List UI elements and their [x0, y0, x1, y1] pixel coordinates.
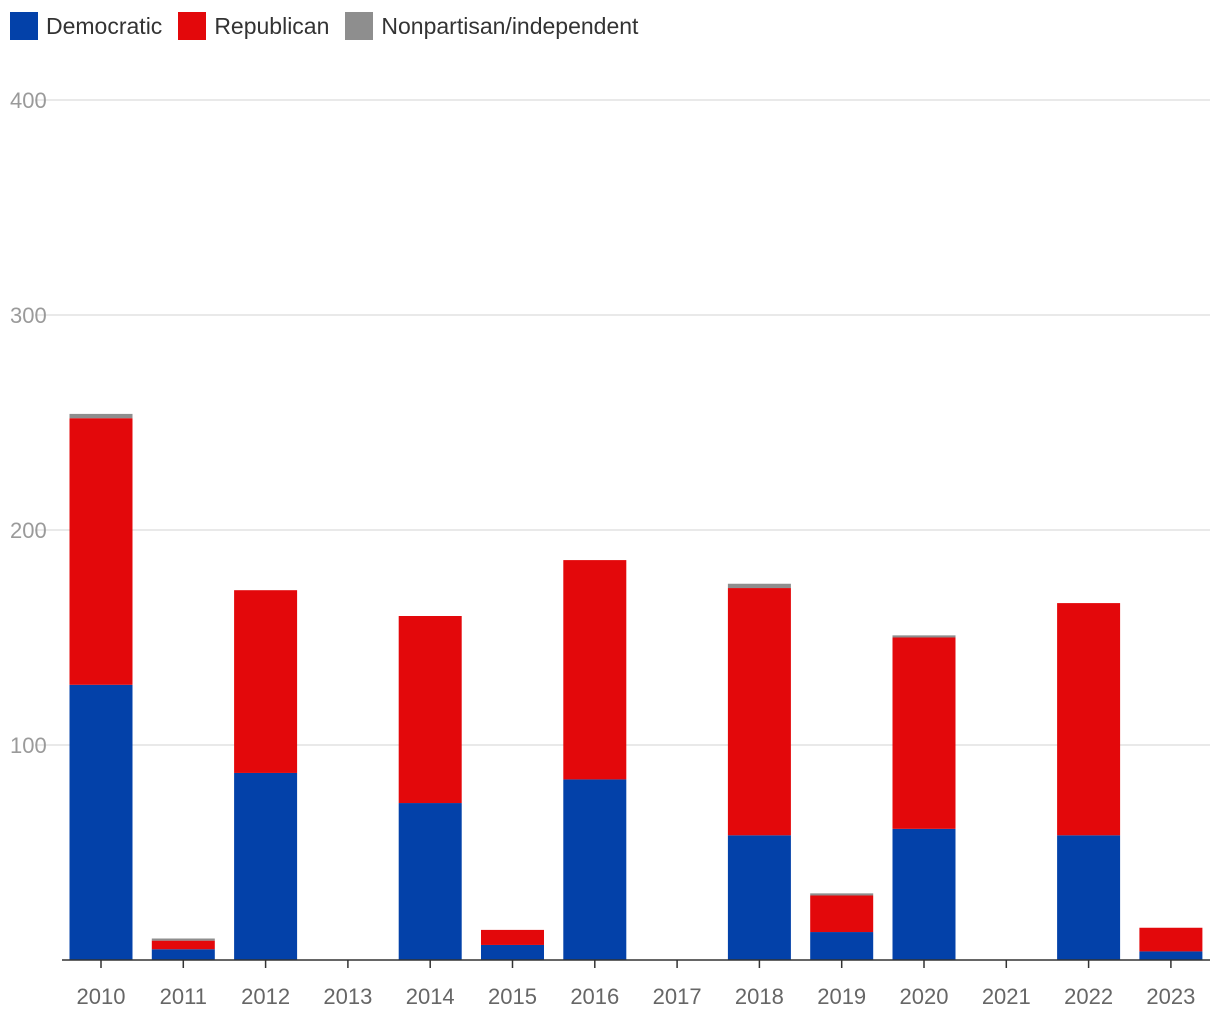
bar-2018-democratic	[727, 835, 791, 960]
x-tick-label-2016: 2016	[570, 984, 619, 1009]
gridlines: 100 200 300 400	[10, 88, 1210, 758]
legend-item-democratic: Democratic	[10, 12, 162, 40]
bars	[69, 413, 1203, 960]
bar-2023-democratic	[1139, 951, 1203, 960]
legend: Democratic Republican Nonpartisan/indepe…	[10, 10, 654, 42]
legend-item-republican: Republican	[178, 12, 329, 40]
y-tick-label-100: 100	[10, 733, 47, 758]
y-tick-label-300: 300	[10, 303, 47, 328]
y-tick-label-400: 400	[10, 88, 47, 113]
bar-2015-republican	[481, 929, 544, 945]
x-tick-label-2015: 2015	[488, 984, 537, 1009]
bar-2019-nonpartisan-independent	[810, 893, 874, 896]
bar-2010-democratic	[69, 684, 133, 960]
bar-2012-democratic	[234, 772, 298, 960]
legend-item-nonpartisan: Nonpartisan/independent	[345, 12, 638, 40]
x-tick-label-2014: 2014	[406, 984, 455, 1009]
bar-2012-republican	[234, 590, 298, 773]
bar-2016-democratic	[563, 779, 627, 960]
x-axis: 2010 2011 2012 2013 2014 2015 2016 2017 2018 2019…	[62, 959, 1210, 1009]
bar-2020-nonpartisan-independent	[892, 635, 956, 638]
x-tick-label-2010: 2010	[77, 984, 126, 1009]
x-tick-label-2013: 2013	[323, 984, 372, 1009]
legend-swatch-republican	[178, 12, 207, 40]
x-tick-label-2011: 2011	[160, 984, 207, 1009]
bar-2010-nonpartisan-independent	[69, 413, 133, 419]
y-tick-label-200: 200	[10, 518, 47, 543]
bar-2020-republican	[892, 637, 956, 829]
legend-swatch-democratic	[10, 12, 38, 40]
legend-label-democratic: Democratic	[46, 12, 163, 39]
legend-swatch-nonpartisan	[345, 12, 374, 40]
x-tick-label-2020: 2020	[900, 984, 949, 1009]
bar-2010-republican	[69, 418, 133, 685]
bar-2018-republican	[727, 588, 791, 836]
bar-2011-nonpartisan-independent	[151, 938, 215, 941]
bar-2023-republican	[1139, 927, 1203, 952]
legend-label-nonpartisan: Nonpartisan/independent	[381, 12, 639, 39]
bar-2022-republican	[1057, 603, 1121, 836]
x-tick-label-2017: 2017	[653, 984, 702, 1009]
bar-2018-nonpartisan-independent	[727, 583, 791, 589]
bar-2011-republican	[151, 940, 215, 950]
x-tick-label-2012: 2012	[241, 984, 290, 1009]
bar-2019-republican	[810, 895, 874, 933]
x-tick-label-2023: 2023	[1146, 984, 1195, 1009]
bar-2014-democratic	[398, 803, 462, 960]
bar-2019-democratic	[810, 932, 874, 960]
bar-2015-democratic	[481, 944, 544, 960]
x-tick-label-2021: 2021	[982, 984, 1031, 1009]
x-tick-label-2022: 2022	[1064, 984, 1113, 1009]
x-tick-label-2018: 2018	[735, 984, 784, 1009]
bar-2014-republican	[398, 616, 462, 804]
legend-label-republican: Republican	[214, 12, 330, 39]
bar-2011-democratic	[151, 949, 215, 960]
x-tick-label-2019: 2019	[817, 984, 866, 1009]
bar-2020-democratic	[892, 828, 956, 960]
bar-2022-democratic	[1057, 835, 1121, 960]
bar-2016-republican	[563, 560, 627, 780]
